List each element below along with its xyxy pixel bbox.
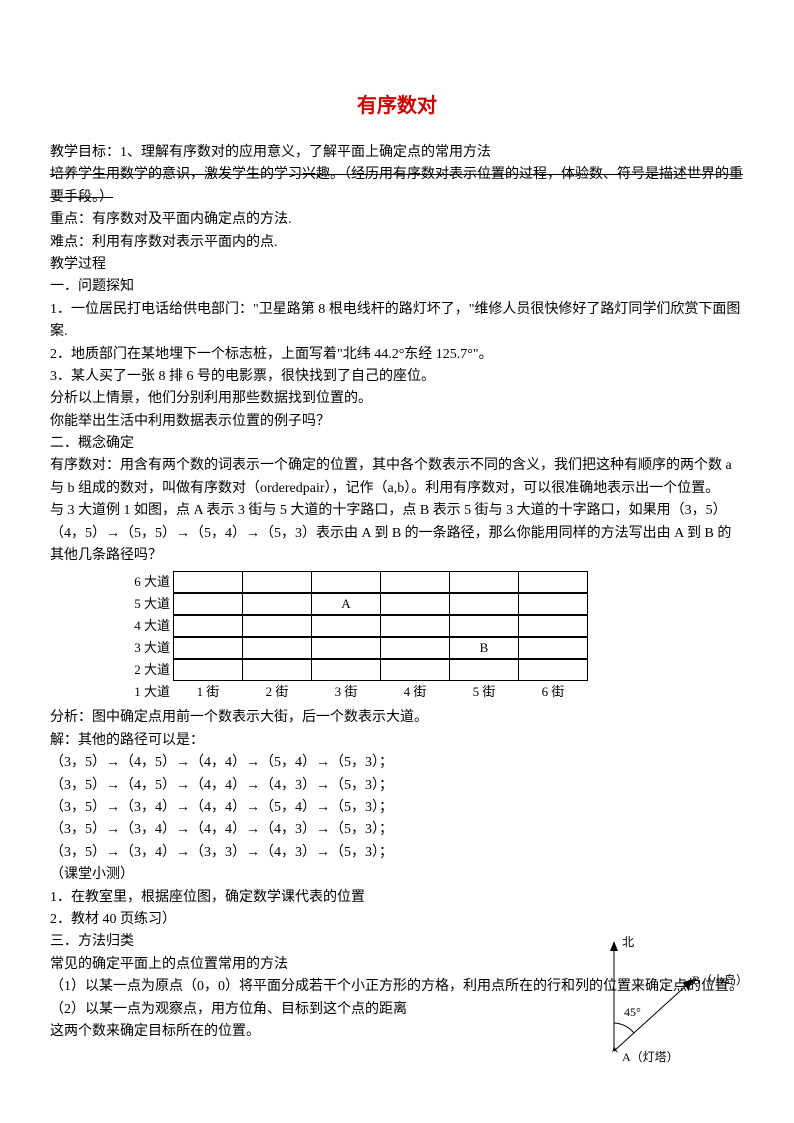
col-label-5: 5 街 [449,682,519,703]
grid-cell [518,637,588,659]
grid-cell-b: B [449,637,519,659]
grid-cell [518,571,588,593]
grid-cell [173,615,243,637]
para-quiz: （课堂小测） [50,864,744,886]
grid-cell [311,615,381,637]
para-strike: 培养学生用数学的意识，激发学生的学习兴趣。（经历用有序数对表示位置的过程，体验数… [50,164,744,209]
col-label-3: 3 街 [311,682,381,703]
para-process: 教学过程 [50,254,744,276]
grid-cell [242,659,312,681]
grid-cell [449,659,519,681]
para-definition: 有序数对：用含有两个数的词表示一个确定的位置，其中各个数表示不同的含义，我们把这… [50,455,744,500]
grid-cell [242,637,312,659]
para-section2: 二．概念确定 [50,433,744,455]
path-3: （3，5）→（3，4）→（4，4）→（5，4）→（5，3）； [50,797,744,819]
grid-cell [380,571,450,593]
grid-cell [311,659,381,681]
para-solution: 解：其他的路径可以是： [50,730,744,752]
col-label-6: 6 街 [518,682,588,703]
grid-cell [380,615,450,637]
grid-cell [242,615,312,637]
row-label-6: 6 大道 [110,572,174,593]
street-grid: 6 大道 5 大道 A 4 大道 3 大道 B 2 大道 [110,571,744,703]
path-5: （3，5）→（3，4）→（3，3）→（4，3）→（5，3）； [50,842,744,864]
para-item2: 2．地质部门在某地埋下一个标志桩，上面写着"北纬 44.2°东经 125.7°"… [50,344,744,366]
para-item1: 1．一位居民打电话给供电部门："卫星路第 8 根电线杆的路灯坏了，"维修人员很快… [50,299,744,344]
row-label-4: 4 大道 [110,616,174,637]
col-label-4: 4 街 [380,682,450,703]
compass-diagram: 北 45° B（小岛） A（灯塔） [574,933,734,1063]
col-label-1: 1 街 [173,682,243,703]
para-question: 你能举出生活中利用数据表示位置的例子吗？ [50,411,744,433]
grid-cell [173,593,243,615]
path-4: （3，5）→（3，4）→（4，4）→（4，3）→（5，3）； [50,819,744,841]
point-a-label: A（灯塔） [622,1048,679,1067]
grid-cell [380,593,450,615]
para-quiz2: 2．教材 40 页练习） [50,909,744,931]
para-objective: 教学目标：1、理解有序数对的应用意义，了解平面上确定点的常用方法 [50,142,744,164]
grid-cell [449,615,519,637]
grid-cell [449,571,519,593]
para-quiz1: 1．在教室里，根据座位图，确定数学课代表的位置 [50,887,744,909]
grid-cell [173,637,243,659]
grid-cell [449,593,519,615]
page-title: 有序数对 [50,90,744,122]
angle-label: 45° [624,1003,641,1022]
grid-cell [173,659,243,681]
para-section1: 一．问题探知 [50,276,744,298]
para-grid-analysis: 分析：图中确定点用前一个数表示大街，后一个数表示大道。 [50,707,744,729]
north-label: 北 [622,933,634,952]
grid-cell-a: A [311,593,381,615]
grid-cell [518,659,588,681]
para-analysis: 分析以上情景，他们分别利用那些数据找到位置的。 [50,388,744,410]
col-label-2: 2 街 [242,682,312,703]
point-b-label: B（小岛） [692,971,748,990]
grid-cell [518,615,588,637]
grid-cell [380,659,450,681]
path-2: （3，5）→（4，5）→（4，4）→（4，3）→（5，3）； [50,775,744,797]
row-label-5: 5 大道 [110,594,174,615]
grid-cell [242,593,312,615]
para-difficulty: 难点：利用有序数对表示平面内的点. [50,232,744,254]
path-1: （3，5）→（4，5）→（4，4）→（5，4）→（5，3）； [50,752,744,774]
grid-cell [380,637,450,659]
para-keypoint: 重点：有序数对及平面内确定点的方法. [50,209,744,231]
grid-cell [518,593,588,615]
col-label-0: 1 大道 [110,682,174,703]
para-example: 与 3 大道例 1 如图，点 A 表示 3 街与 5 大道的十字路口，点 B 表… [50,500,744,567]
row-label-2: 2 大道 [110,660,174,681]
para-item3: 3．某人买了一张 8 排 6 号的电影票，很快找到了自己的座位。 [50,366,744,388]
row-label-3: 3 大道 [110,638,174,659]
grid-cell [242,571,312,593]
grid-cell [173,571,243,593]
grid-cell [311,637,381,659]
grid-cell [311,571,381,593]
